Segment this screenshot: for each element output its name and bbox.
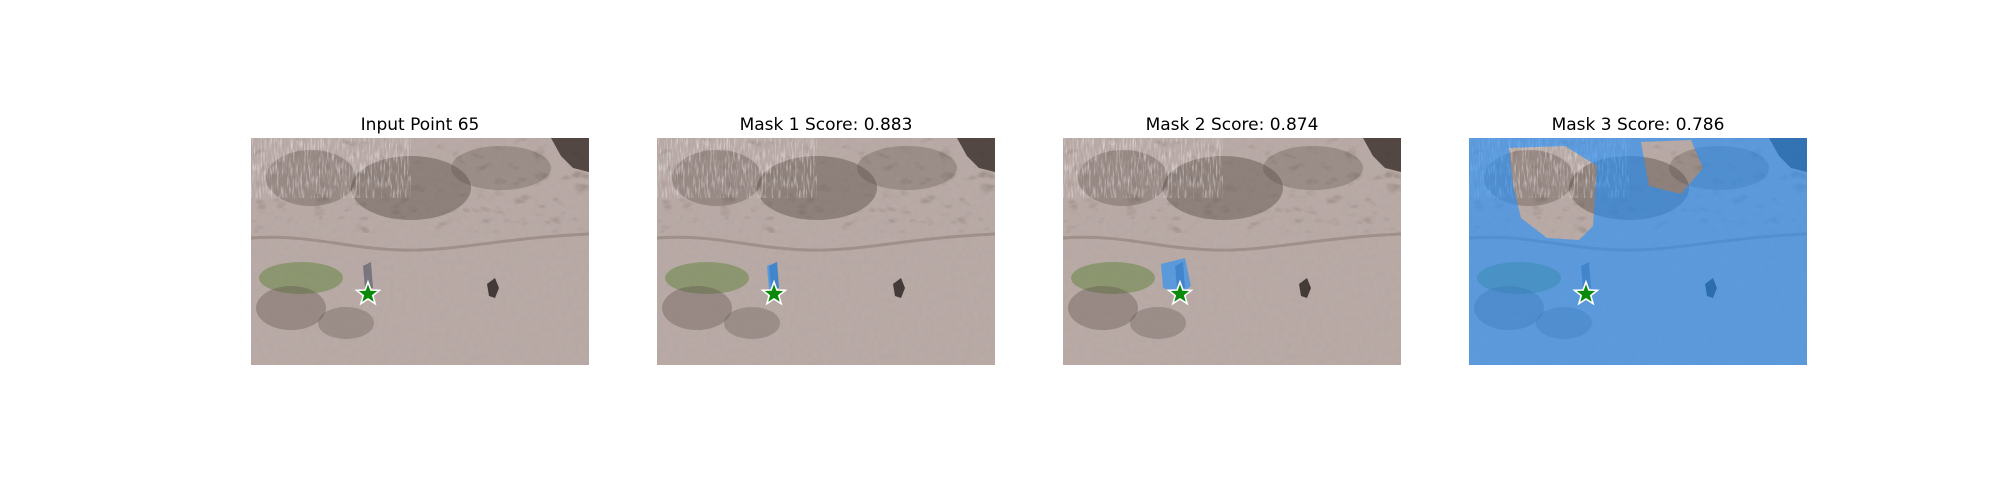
panel-input-point: Input Point 65 bbox=[251, 112, 589, 365]
bare-branches bbox=[657, 138, 817, 198]
grass-patch bbox=[665, 262, 749, 294]
panel-mask-3: Mask 3 Score: 0.786 bbox=[1469, 112, 1807, 365]
animal-shadow bbox=[893, 278, 905, 298]
mask-overlay bbox=[1469, 138, 1807, 365]
input-point-star-icon bbox=[1572, 279, 1600, 306]
tree-shadow bbox=[957, 138, 995, 172]
animal-shadow bbox=[1299, 278, 1311, 298]
input-point-star-icon bbox=[760, 279, 788, 306]
grass-patch bbox=[259, 262, 343, 294]
dirt-trail bbox=[251, 232, 589, 252]
dirt-trail bbox=[657, 232, 995, 252]
grass-patch bbox=[1071, 262, 1155, 294]
panel-title: Input Point 65 bbox=[360, 115, 480, 135]
dirt-trail bbox=[1063, 232, 1401, 252]
input-point-star-icon bbox=[354, 279, 382, 306]
animal-shadow bbox=[487, 278, 499, 298]
tree-shadow bbox=[551, 138, 589, 172]
tree-shadow bbox=[1363, 138, 1401, 172]
panel-mask-2: Mask 2 Score: 0.874 bbox=[1063, 112, 1401, 365]
aerial-photo bbox=[1063, 138, 1401, 365]
bare-branches bbox=[1063, 138, 1223, 198]
aerial-photo bbox=[657, 138, 995, 365]
panel-title: Mask 3 Score: 0.786 bbox=[1551, 115, 1725, 135]
aerial-photo bbox=[251, 138, 589, 365]
small-object bbox=[363, 262, 373, 288]
mask-overlay bbox=[1161, 258, 1191, 294]
mask-overlay bbox=[767, 262, 779, 290]
panel-title: Mask 1 Score: 0.883 bbox=[739, 115, 913, 135]
bare-branches bbox=[251, 138, 411, 198]
panel-mask-1: Mask 1 Score: 0.883 bbox=[657, 112, 995, 365]
panel-title: Mask 2 Score: 0.874 bbox=[1145, 115, 1319, 135]
aerial-photo bbox=[1469, 138, 1807, 365]
input-point-star-icon bbox=[1166, 279, 1194, 306]
